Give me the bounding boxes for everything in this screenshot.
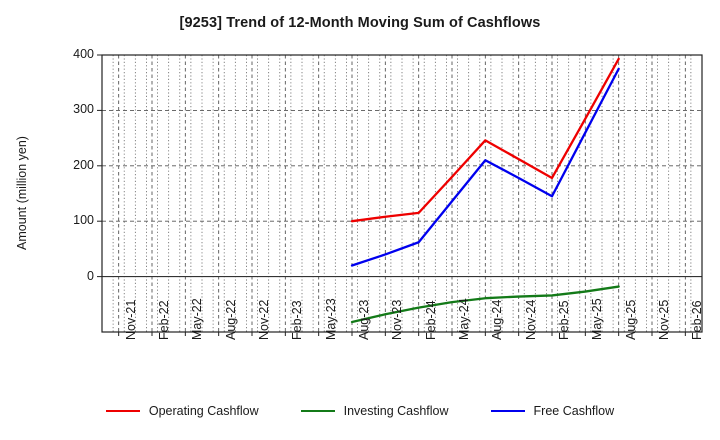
x-tick-label: Aug-23 <box>357 299 371 340</box>
x-tick-label: Feb-22 <box>157 300 171 340</box>
y-tick-label: 300 <box>73 102 94 117</box>
chart-legend: Operating Cashflow Investing Cashflow Free… <box>0 404 720 418</box>
legend-color-swatch <box>300 410 335 412</box>
legend-label: Free Cashflow <box>533 404 615 418</box>
legend-item[interactable]: Free Cashflow <box>490 404 615 418</box>
y-tick-label: 0 <box>87 268 94 283</box>
x-tick-label: Feb-25 <box>557 300 571 340</box>
x-tick-label: Feb-26 <box>690 300 705 340</box>
y-tick-label: 100 <box>73 213 94 228</box>
x-tick-label: Nov-21 <box>123 299 138 340</box>
x-tick-label: May-25 <box>590 298 605 340</box>
chart-title: [9253] Trend of 12-Month Moving Sum of C… <box>179 15 541 31</box>
series-line-2 <box>350 67 620 267</box>
x-tick-label: Feb-24 <box>423 300 438 340</box>
legend-item[interactable]: Operating Cashflow <box>105 404 259 418</box>
legend-color-swatch <box>490 410 525 412</box>
x-tick-label: May-22 <box>190 298 205 340</box>
x-tick-label: Nov-24 <box>523 299 538 340</box>
legend-item[interactable]: Investing Cashflow <box>300 404 449 418</box>
x-tick-label: Nov-25 <box>657 299 671 340</box>
x-tick-label: May-24 <box>457 298 471 340</box>
series-line-1 <box>350 285 620 324</box>
x-tick-label: Aug-25 <box>623 299 638 340</box>
legend-label: Operating Cashflow <box>148 404 259 418</box>
x-tick-label: May-23 <box>323 298 338 340</box>
legend-label: Investing Cashflow <box>343 404 449 418</box>
x-tick-label: Aug-24 <box>490 299 505 340</box>
y-tick-label: 400 <box>73 47 94 61</box>
x-tick-label: Feb-23 <box>290 300 305 340</box>
series-line-0 <box>350 57 620 223</box>
x-tick-label: Nov-23 <box>390 299 405 340</box>
x-tick-label: Aug-22 <box>223 299 238 340</box>
y-tick-label: 200 <box>73 157 94 172</box>
x-tick-label: Nov-22 <box>257 299 271 340</box>
legend-color-swatch <box>105 410 140 412</box>
